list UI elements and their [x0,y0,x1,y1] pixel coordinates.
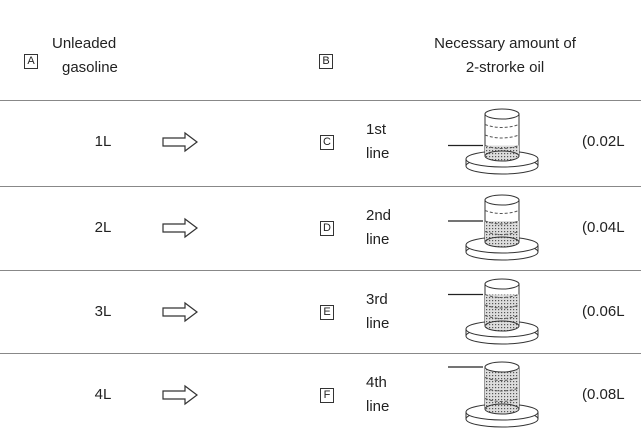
line-text: line [366,145,390,162]
header-line: 2-strorke oil [465,59,545,76]
separator [0,270,641,271]
line-text: 2nd [366,207,392,224]
line-text: line [366,315,390,332]
arrow [162,384,198,406]
line-text: line [366,231,390,248]
line-text: 3rd [366,291,388,308]
oil-fill [485,221,519,242]
level-mark [484,304,520,309]
level-mark [484,124,520,128]
letter-box: A [24,54,38,69]
level-mark [484,398,520,402]
level-mark [484,231,520,235]
header-label: Unleaded gasoline [52,32,118,80]
oil-amount: (0.06L [582,303,625,320]
oil-amount: (0.08L [582,386,625,403]
separator [0,186,641,187]
gasoline-amount: 2L [94,219,112,236]
separator [0,100,641,101]
level-mark [484,315,520,319]
cylinder-top [484,278,520,290]
line-label: 3rd line [366,288,389,336]
cylinder-bottom [484,320,520,332]
header-line: Unleaded [52,35,117,52]
arrow [162,131,198,153]
oil-amount: (0.04L [582,219,625,236]
line-label: 2nd line [366,204,391,252]
letter-box: B [319,54,333,69]
oil-amount: (0.02L [582,133,625,150]
level-mark [484,145,520,149]
line-text: 4th [366,374,387,391]
level-mark [484,134,520,139]
gasoline-amount: 1L [94,133,112,150]
header-label: Necessary amount of 2-strorke oil [400,32,610,80]
level-mark [484,210,520,214]
header-line: Necessary amount of [434,35,576,52]
letter-box: E [320,305,334,320]
line-label: 4th line [366,371,389,419]
line-text: line [366,398,390,415]
cylinder-bottom [484,236,520,248]
arrow [162,217,198,239]
header-line: gasoline [62,59,118,76]
letter-box: C [320,135,334,150]
letter-box: D [320,221,334,236]
cylinder-top [484,194,520,206]
arrow [162,301,198,323]
level-mark [484,294,520,298]
level-mark [484,377,520,381]
cylinder-top [484,361,520,373]
oil-fill [485,367,519,409]
letter-box: F [320,388,334,403]
cylinder-top [484,108,520,120]
gasoline-amount: 4L [94,386,112,403]
cylinder-bottom [484,403,520,415]
separator [0,353,641,354]
line-label: 1st line [366,118,389,166]
level-mark [484,220,520,225]
level-mark [484,387,520,392]
line-text: 1st [366,121,387,138]
gasoline-amount: 3L [94,303,112,320]
cylinder-bottom [484,150,520,162]
